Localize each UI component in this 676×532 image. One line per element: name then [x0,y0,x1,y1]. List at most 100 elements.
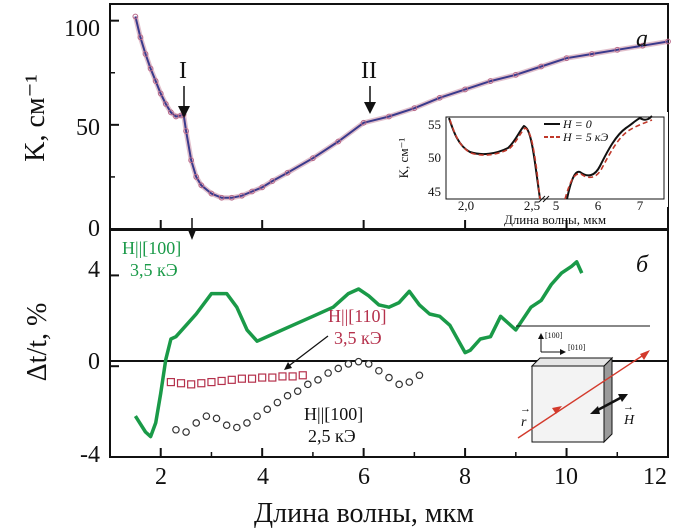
panel-a-point [142,51,149,57]
panel-a-point [462,86,468,93]
panel-a-y-tick-label: 50 [76,115,100,141]
x-tick-label: 6 [358,464,370,490]
crystal-top [530,357,614,367]
x-tick-label: 12 [643,464,667,490]
field-h-line [593,394,625,414]
inset-x-tick-label: 7 [637,198,644,213]
axis-010-arrowhead [560,349,566,355]
marker-II-arrowhead [364,102,376,114]
series-black-point [395,380,403,389]
series-black-point [172,425,180,434]
panel-b-series [133,260,584,439]
panel-a-point [284,169,291,176]
x-axis-title: Длина волны, мкм [254,498,474,529]
panel-b-y-tick-label: 0 [88,349,100,375]
axis-100-arrowhead [538,333,544,339]
crystal-schematic: [100] [010] r → H → [516,325,650,444]
series-black-point [324,369,332,377]
panel-a-point [411,105,418,112]
annotation-green-line1: H||[100] [122,238,181,258]
field-h-arrowhead-a [590,406,600,414]
panel-a-y-tick-label: 0 [88,216,100,242]
panel-a-point [147,65,154,72]
panel-a-letter: a [636,26,648,52]
series-red-point [227,375,236,384]
inset-x-tick-label: 5 [553,198,560,213]
inset-legend-label-h5: H = 5 кЭ [562,130,608,144]
annotation-black-line1: H||[100] [304,404,363,424]
panel-a-point [208,190,215,197]
x-tick-label: 10 [554,464,578,490]
series-black-point [354,357,363,366]
panel-a-point [249,188,255,195]
series-red-point [176,379,186,388]
panel-a-point [335,138,342,145]
series-black-point [202,412,211,420]
panel-b-letter: б [636,252,649,278]
panel-b-frame [109,229,669,458]
beam-r-line [517,351,649,439]
annotation-red-line2: 3,5 кЭ [334,328,382,348]
series-red-point [247,374,257,383]
series-black-point [314,376,322,384]
inset-y-tick-label: 50 [428,150,441,165]
series-red-point [298,371,307,380]
series-black-point [385,373,393,382]
series-black-point [415,371,424,380]
series-black-point [344,360,353,368]
panel-a-point [157,90,164,97]
panel-a: 100 50 0 K, см⁻¹ I II a [20,3,671,242]
inset-plot-area [445,116,665,200]
axis-010-label: [010] [568,343,586,352]
panel-a-point [269,178,276,184]
panel-a-point [162,101,169,107]
marker-II-label: II [361,58,377,84]
series-black-point [364,360,373,368]
series-black-point [273,398,282,407]
field-h-vector-mark: → [623,401,634,413]
panel-a-point [152,78,159,84]
annotation-black-line2: 2,5 кЭ [308,426,356,446]
series-red-point [258,373,267,382]
series-black-point [405,378,414,386]
inset-x-tick-label: 2,5 [524,198,540,213]
series-red-point [207,377,216,387]
inset-series-h5 [449,119,653,200]
series-red-point [278,372,287,381]
panel-a-point [538,63,545,70]
panel-a-point [218,194,225,201]
series-black-point [182,428,190,436]
panel-a-point [198,182,205,189]
x-tick-label: 4 [257,464,269,490]
annotation-red-leader [285,335,329,369]
x-tick-label: 2 [155,464,167,490]
marker-I-label: I [179,58,187,84]
series-red-point [288,372,297,381]
panel-a-point [310,155,316,162]
series-red-point [187,380,196,389]
panel-a-point [132,13,139,20]
series-black-point [212,414,221,423]
beam-r-vector-mark: → [520,403,531,415]
inset-x-tick-label: 2,0 [458,198,474,213]
beam-r-arrowhead-2 [640,350,650,360]
series-red-point [268,373,277,382]
panel-a-point [259,184,266,191]
beam-r-label: r [521,415,527,430]
series-green-line [133,260,584,439]
panel-a-point [639,42,646,49]
inset-axis-break [538,195,546,203]
series-black-point [233,423,241,432]
series-black-point [334,364,343,373]
panel-a-point [665,38,671,45]
inset-y-tick-label: 45 [428,184,441,199]
axis-100-label: [100] [545,331,563,340]
panel-b-y-tick-label: -4 [80,442,100,468]
crystal-front [531,365,605,443]
annotation-green-line2: 3,5 кЭ [130,260,178,280]
panel-a-point [360,119,367,126]
panel-a-point [167,109,174,116]
panel-a-series [132,13,671,201]
crystal-side [603,356,613,444]
